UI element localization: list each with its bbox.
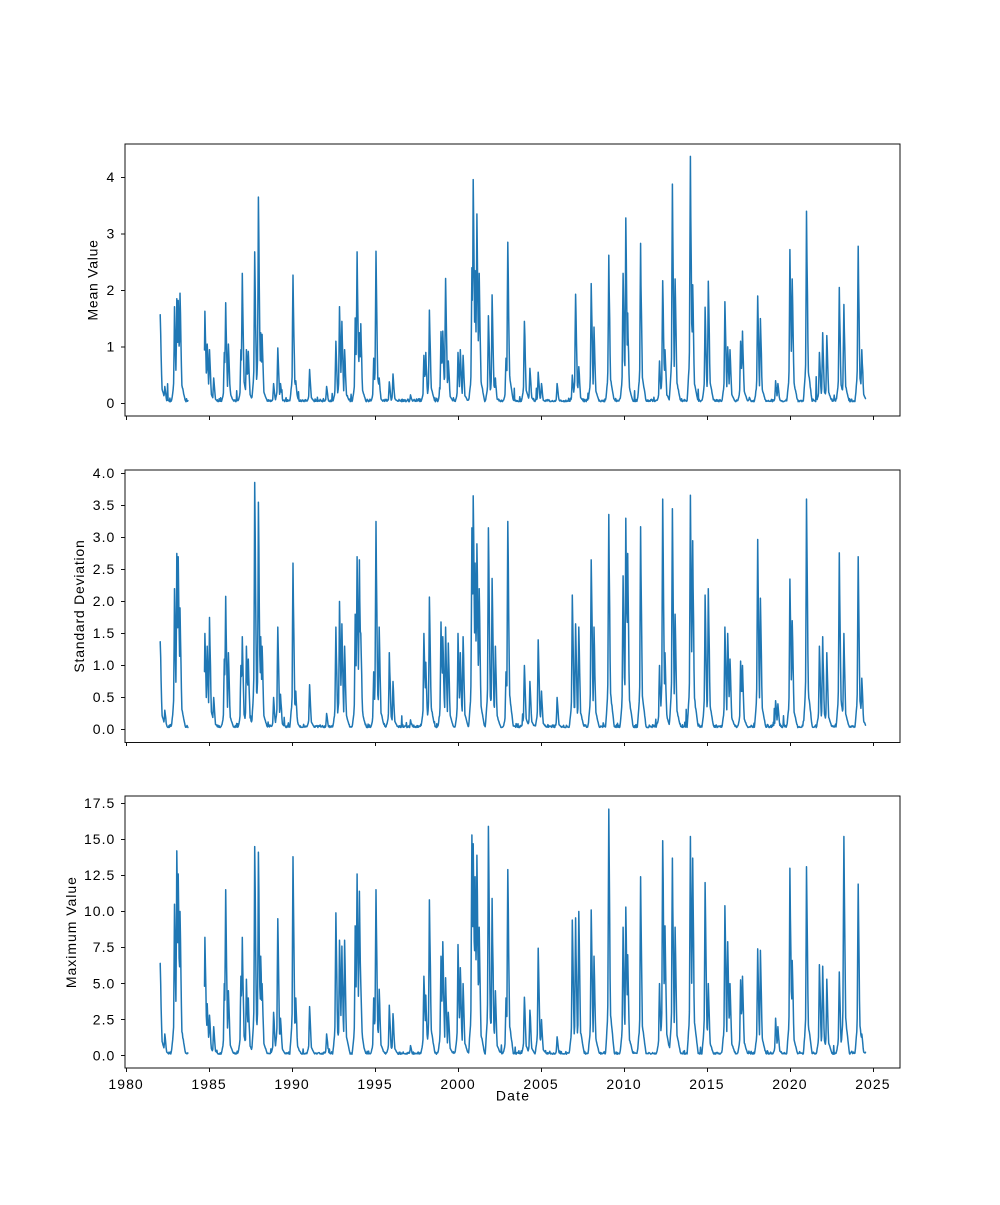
svg-text:1995: 1995 — [357, 1076, 392, 1092]
svg-text:12.5: 12.5 — [84, 867, 115, 883]
svg-text:1980: 1980 — [108, 1076, 143, 1092]
svg-text:2005: 2005 — [523, 1076, 558, 1092]
svg-text:Date: Date — [496, 1088, 530, 1104]
svg-text:17.5: 17.5 — [84, 795, 115, 811]
svg-text:2.5: 2.5 — [93, 561, 116, 577]
svg-text:4.0: 4.0 — [93, 465, 116, 481]
svg-text:2020: 2020 — [772, 1076, 807, 1092]
svg-text:0.0: 0.0 — [93, 1047, 116, 1063]
svg-text:3.0: 3.0 — [93, 529, 116, 545]
svg-text:1: 1 — [107, 339, 116, 355]
svg-text:2010: 2010 — [606, 1076, 641, 1092]
svg-text:15.0: 15.0 — [84, 831, 115, 847]
svg-text:2015: 2015 — [689, 1076, 724, 1092]
svg-text:5.0: 5.0 — [93, 975, 116, 991]
svg-text:3: 3 — [107, 226, 116, 242]
svg-text:10.0: 10.0 — [84, 903, 115, 919]
svg-text:2.0: 2.0 — [93, 593, 116, 609]
svg-text:1985: 1985 — [191, 1076, 226, 1092]
svg-text:1.0: 1.0 — [93, 657, 116, 673]
svg-text:Standard Deviation: Standard Deviation — [71, 539, 87, 672]
svg-text:2000: 2000 — [440, 1076, 475, 1092]
svg-text:0.5: 0.5 — [93, 689, 116, 705]
svg-text:1990: 1990 — [274, 1076, 309, 1092]
svg-text:Maximum Value: Maximum Value — [63, 876, 79, 988]
svg-text:4: 4 — [107, 169, 116, 185]
svg-text:1.5: 1.5 — [93, 625, 116, 641]
svg-text:3.5: 3.5 — [93, 497, 116, 513]
svg-text:0.0: 0.0 — [93, 721, 116, 737]
svg-text:2025: 2025 — [855, 1076, 890, 1092]
svg-text:2: 2 — [107, 282, 116, 298]
svg-text:0: 0 — [107, 395, 116, 411]
svg-text:Mean Value: Mean Value — [85, 239, 101, 320]
svg-text:2.5: 2.5 — [93, 1011, 116, 1027]
svg-text:7.5: 7.5 — [93, 939, 116, 955]
